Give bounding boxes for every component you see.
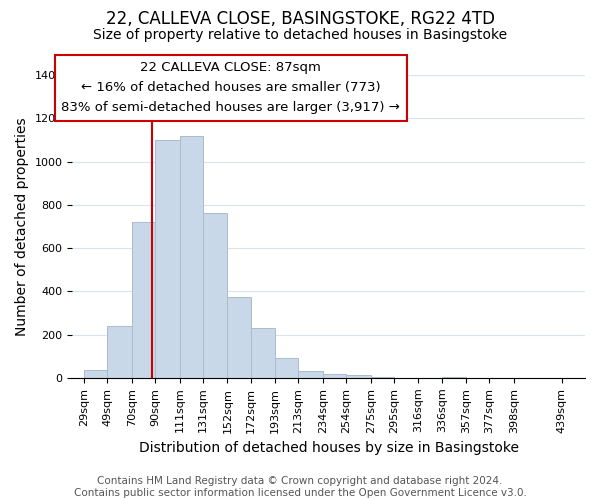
Bar — [227, 297, 251, 378]
Bar — [203, 214, 227, 378]
Bar — [251, 328, 275, 378]
Bar — [84, 370, 107, 378]
Bar — [275, 358, 298, 378]
Bar — [107, 326, 132, 378]
Bar — [442, 377, 466, 378]
Text: 22, CALLEVA CLOSE, BASINGSTOKE, RG22 4TD: 22, CALLEVA CLOSE, BASINGSTOKE, RG22 4TD — [106, 10, 494, 28]
Bar — [371, 377, 394, 378]
Text: Size of property relative to detached houses in Basingstoke: Size of property relative to detached ho… — [93, 28, 507, 42]
Bar — [155, 140, 179, 378]
Text: Contains HM Land Registry data © Crown copyright and database right 2024.
Contai: Contains HM Land Registry data © Crown c… — [74, 476, 526, 498]
Text: 22 CALLEVA CLOSE: 87sqm
← 16% of detached houses are smaller (773)
83% of semi-d: 22 CALLEVA CLOSE: 87sqm ← 16% of detache… — [61, 62, 400, 114]
Bar — [346, 374, 371, 378]
Bar — [298, 372, 323, 378]
Bar — [179, 136, 203, 378]
Y-axis label: Number of detached properties: Number of detached properties — [15, 117, 29, 336]
X-axis label: Distribution of detached houses by size in Basingstoke: Distribution of detached houses by size … — [139, 441, 519, 455]
Bar — [323, 374, 346, 378]
Bar — [132, 222, 155, 378]
